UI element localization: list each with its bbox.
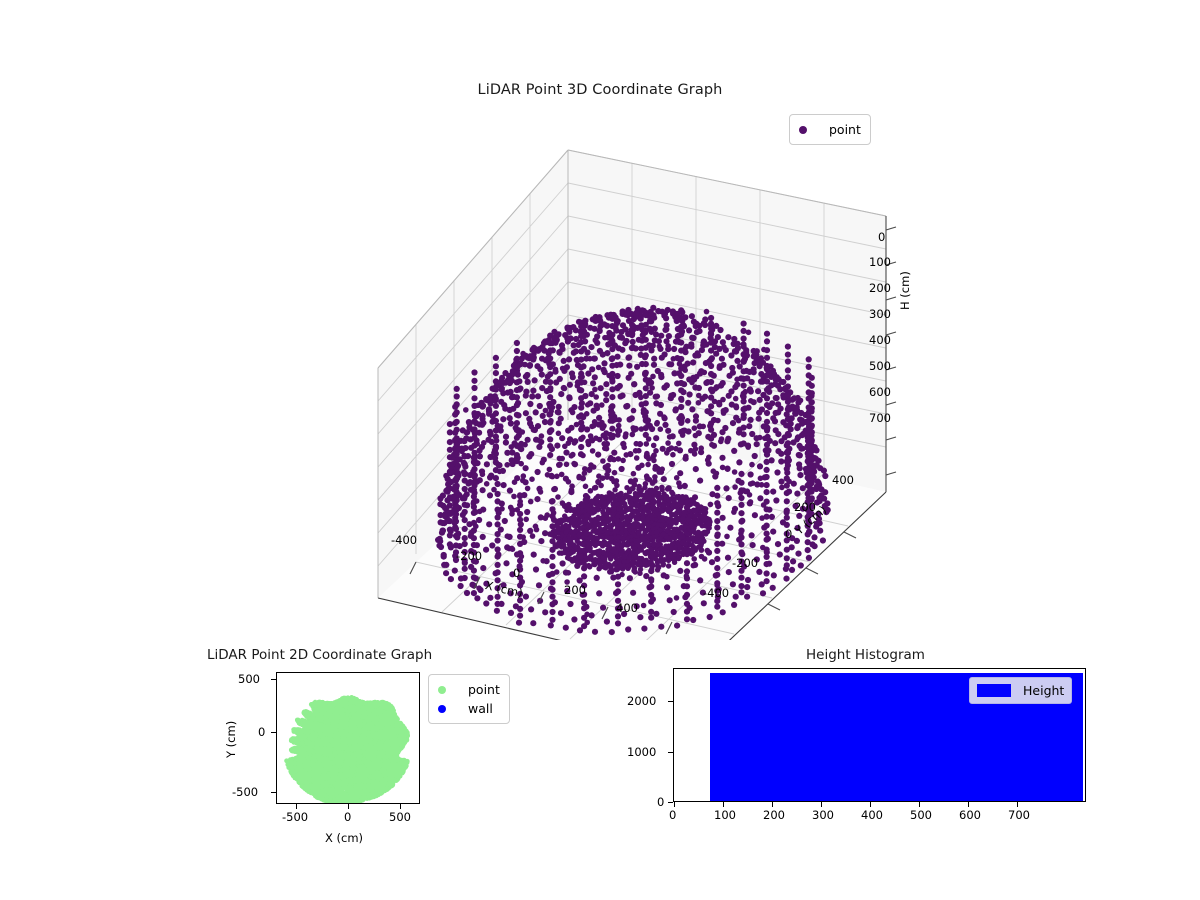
- hist-x-tickmark-500: [919, 802, 920, 807]
- hist-x-tick-500: 500: [910, 808, 932, 822]
- scatter2d-title: LiDAR Point 2D Coordinate Graph: [207, 647, 433, 663]
- scatter2d-x-tick-0: 0: [344, 810, 352, 824]
- scatter2d-legend[interactable]: point wall: [428, 674, 510, 724]
- legend-label-point: point: [468, 682, 500, 697]
- hist-x-tick-400: 400: [861, 808, 883, 822]
- wall-marker-icon: [438, 704, 446, 713]
- hist-y-tickmark-1000: [668, 752, 673, 753]
- legend-label-point: point: [829, 122, 861, 137]
- hist-y-tickmark-0: [668, 802, 673, 803]
- hist-x-tickmark-300: [821, 802, 822, 807]
- scatter2d-y-tickmark-0: [271, 732, 276, 733]
- scatter2d-y-tickmark-500: [271, 679, 276, 680]
- scatter2d-y-tickmark-m500: [271, 792, 276, 793]
- scatter2d-y-tick-m500: -500: [232, 785, 259, 799]
- legend-label-height: Height: [1023, 683, 1065, 698]
- legend-item-point: point: [438, 680, 500, 699]
- hist-x-tick-300: 300: [812, 808, 834, 822]
- scatter3d-title: LiDAR Point 3D Coordinate Graph: [477, 82, 723, 98]
- scatter2d-canvas: [284, 695, 410, 803]
- hist-y-tickmark-2000: [668, 701, 673, 702]
- scatter2d-x-tickmark-500: [400, 804, 401, 809]
- hist-x-tick-100: 100: [714, 808, 736, 822]
- z-tick-100: 100: [869, 255, 891, 269]
- x-tick-200: 200: [564, 583, 586, 597]
- hist-x-tick-600: 600: [959, 808, 981, 822]
- z-tick-400: 400: [869, 333, 891, 347]
- hist-x-tickmark-400: [870, 802, 871, 807]
- z-axis-label: H (cm): [898, 271, 912, 310]
- hist-x-tick-200: 200: [763, 808, 785, 822]
- legend-item-wall: wall: [438, 699, 500, 718]
- x-tick-m200: -200: [456, 549, 483, 563]
- scatter3d-canvas: [377, 149, 897, 640]
- height-patch-icon: [977, 684, 1011, 697]
- hist-y-tick-0: 0: [657, 795, 665, 809]
- x-tick-m400: -400: [391, 533, 418, 547]
- x-tick-400: 400: [616, 601, 638, 615]
- legend-item-point: point: [799, 120, 861, 139]
- scatter3d-legend[interactable]: point: [789, 114, 871, 145]
- hist-x-tick-0: 0: [669, 808, 677, 822]
- point-marker-icon: [799, 125, 807, 134]
- z-tick-700: 700: [869, 411, 891, 425]
- hist-x-tick-700: 700: [1008, 808, 1030, 822]
- hist-x-tickmark-600: [968, 802, 969, 807]
- z-tick-200: 200: [869, 281, 891, 295]
- y-tick-m200: -200: [732, 556, 759, 570]
- x-tick-0: 0: [513, 566, 521, 580]
- histogram-title: Height Histogram: [806, 647, 925, 663]
- hist-x-tickmark-200: [772, 802, 773, 807]
- legend-label-wall: wall: [468, 701, 493, 716]
- hist-y-tick-1000: 1000: [627, 745, 657, 759]
- scatter2d-y-tick-500: 500: [238, 672, 260, 686]
- y-tick-200: 200: [794, 500, 816, 514]
- scatter3d-axes[interactable]: [300, 120, 940, 640]
- hist-y-tick-2000: 2000: [627, 694, 657, 708]
- z-tick-0: 0: [878, 230, 886, 244]
- scatter2d-x-tickmark-0: [348, 804, 349, 809]
- scatter2d-x-tickmark-m500: [296, 804, 297, 809]
- scatter2d-y-axis-label: Y (cm): [224, 720, 238, 758]
- hist-x-tickmark-700: [1017, 802, 1018, 807]
- z-tick-300: 300: [869, 307, 891, 321]
- scatter2d-y-tick-0: 0: [258, 725, 266, 739]
- scatter2d-x-axis-label: X (cm): [325, 831, 364, 845]
- scatter2d-axes[interactable]: [276, 672, 420, 804]
- scatter2d-x-tick-m500: -500: [282, 810, 309, 824]
- legend-item-height: Height: [977, 681, 1064, 700]
- y-tick-400: 400: [832, 473, 854, 487]
- point-marker-icon: [438, 685, 446, 694]
- scatter2d-x-tick-500: 500: [389, 810, 411, 824]
- y-tick-0: 0: [785, 527, 793, 541]
- y-tick-m400: -400: [703, 586, 730, 600]
- z-tick-600: 600: [869, 385, 891, 399]
- z-tick-500: 500: [869, 359, 891, 373]
- hist-x-tickmark-100: [723, 802, 724, 807]
- histogram-legend[interactable]: Height: [969, 677, 1073, 704]
- hist-x-tickmark-0: [674, 802, 675, 807]
